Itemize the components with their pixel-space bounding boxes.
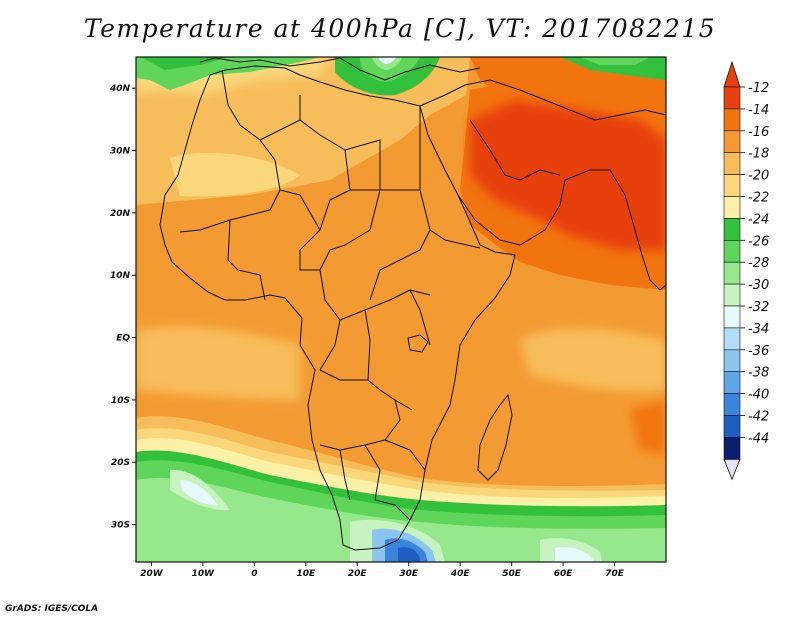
lon-tick-label: 20E [348, 569, 368, 579]
colorbar-segment [723, 240, 741, 263]
colorbar-segment [723, 327, 741, 351]
lon-tick-label: 10W [192, 569, 216, 579]
colorbar-segment [723, 218, 741, 241]
lon-tick-label: 0 [251, 569, 257, 579]
colorbar: -12 -14 -16 -18 -20 -22 -24 -26 -28 -30 -32 -34 -36 -… [723, 60, 769, 481]
colorbar-label: -22 [748, 191, 769, 206]
colorbar-label: -38 [748, 366, 769, 381]
lake-victoria [407, 334, 429, 353]
colorbar-label: -32 [748, 300, 769, 315]
middle-east-coastline [419, 79, 666, 291]
colorbar-top-triangle [723, 60, 741, 88]
colorbar-label: -20 [748, 169, 769, 184]
lon-tick-label: 10E [296, 569, 316, 579]
colorbar-label: -44 [748, 431, 769, 446]
lat-tick-label: EQ [116, 334, 130, 344]
madagascar [477, 394, 513, 481]
colorbar-segment [723, 393, 741, 416]
latitude-axis: 40N 30N 20N 10N EQ 10S 20S 30S [109, 84, 136, 531]
lat-tick-label: 10N [110, 271, 131, 281]
lat-tick-label: 10S [111, 396, 130, 406]
lat-tick-label: 20S [111, 458, 130, 468]
coastlines-and-borders [159, 57, 666, 551]
colorbar-segment [723, 261, 741, 285]
colorbar-segment [723, 174, 741, 197]
country-borders [179, 69, 481, 521]
lat-tick-label: 30S [111, 521, 130, 531]
colorbar-segment [723, 371, 741, 394]
colorbar-segment [723, 437, 741, 460]
colorbar-label: -28 [748, 256, 769, 271]
colorbar-segment [723, 130, 741, 154]
lon-tick-label: 40E [450, 569, 471, 579]
map-title: Temperature at 400hPa [C], VT: 201708221… [83, 14, 717, 43]
lat-tick-label: 40N [109, 84, 131, 94]
colorbar-label: -34 [748, 322, 769, 337]
lat-tick-label: 20N [110, 209, 131, 219]
colorbar-label: -18 [748, 147, 769, 162]
lon-tick-label: 30E [399, 569, 419, 579]
europe-coastline [199, 57, 481, 81]
colorbar-label: -42 [748, 410, 769, 425]
colorbar-segment [723, 305, 741, 329]
colorbar-segment [723, 415, 741, 438]
grads-credit: GrADS: IGES/COLA [5, 604, 99, 614]
cold-fill [136, 57, 666, 562]
colorbar-segment [723, 283, 741, 307]
map-frame [135, 56, 667, 563]
temperature-field [136, 57, 666, 562]
lon-tick-label: 70E [605, 569, 625, 579]
colorbar-label: -24 [748, 212, 769, 227]
colorbar-label: -40 [748, 388, 769, 403]
colorbar-segment [723, 196, 741, 219]
colorbar-segment [723, 108, 741, 132]
africa-coastline [159, 65, 516, 551]
lat-tick-label: 30N [110, 147, 131, 157]
lon-tick-label: 50E [502, 569, 522, 579]
longitude-axis: 20W 10W 0 10E 20E 30E 40E 50E 60E 70E [140, 562, 625, 579]
colorbar-bottom-triangle [723, 458, 741, 481]
colorbar-label: -16 [748, 125, 769, 140]
lon-tick-label: 60E [554, 569, 574, 579]
colorbar-label: -26 [748, 234, 769, 249]
colorbar-segment [723, 152, 741, 175]
colorbar-label: -30 [748, 278, 769, 293]
colorbar-label: -12 [748, 81, 769, 96]
colorbar-label: -36 [748, 344, 769, 359]
lon-tick-label: 20W [140, 569, 164, 579]
colorbar-segment [723, 86, 741, 110]
colorbar-segment [723, 349, 741, 372]
colorbar-label: -14 [748, 103, 769, 118]
